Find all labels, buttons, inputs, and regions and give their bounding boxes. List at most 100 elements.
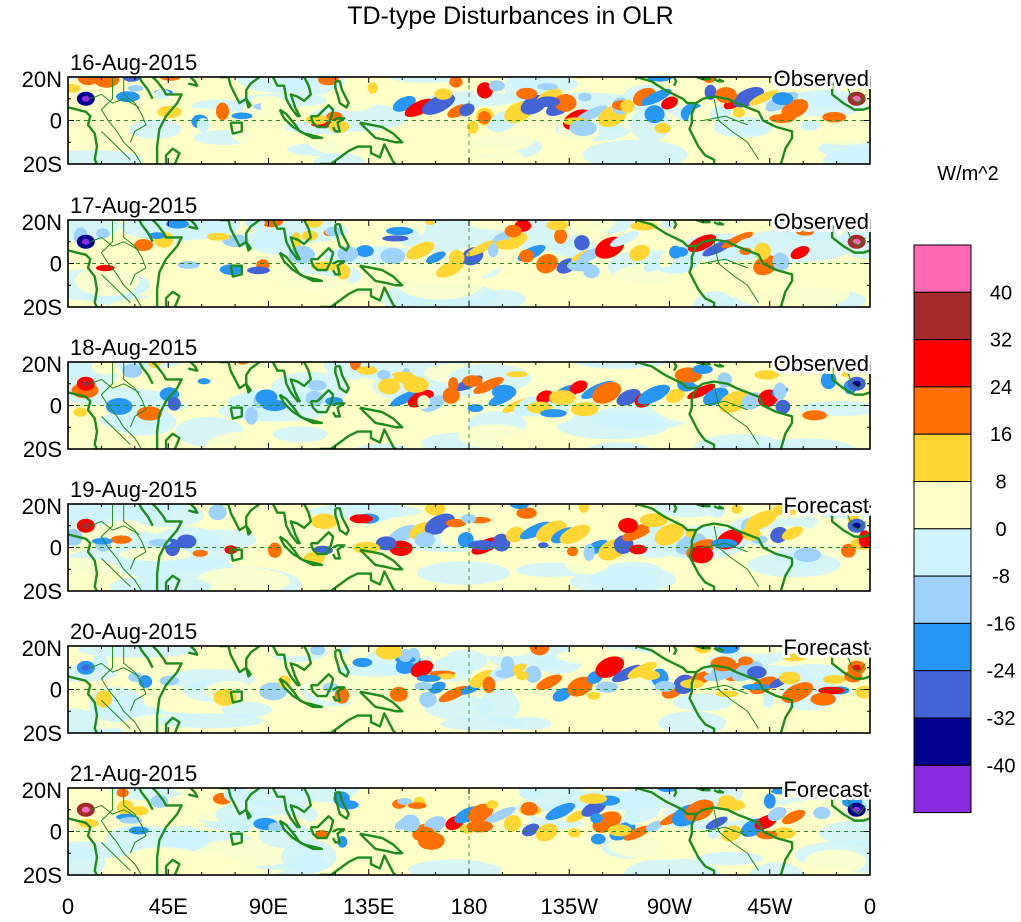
anomaly-cell	[150, 795, 169, 808]
anomaly-cell	[268, 542, 282, 558]
country-border	[123, 788, 147, 854]
coastline	[319, 428, 397, 449]
anomaly-cell	[367, 82, 378, 94]
panel-date: 20-Aug-2015	[70, 619, 197, 644]
anomaly-blob	[657, 77, 708, 103]
anomaly-cell	[488, 80, 505, 92]
wave-anomaly	[749, 90, 778, 106]
country-border	[101, 274, 131, 304]
anomaly-cell	[782, 653, 807, 662]
coastline	[830, 220, 870, 254]
anomaly-cell	[537, 542, 549, 549]
coastline	[229, 406, 243, 420]
coastline	[138, 504, 154, 527]
wave-anomaly	[781, 526, 803, 541]
coastline	[332, 117, 346, 133]
anomaly-cell	[468, 540, 496, 551]
lat-label: 20N	[22, 778, 62, 803]
anomaly-cell	[587, 691, 601, 700]
coastline	[830, 362, 870, 396]
anomaly-cell	[247, 266, 270, 275]
anomaly-cell	[516, 671, 529, 681]
anomaly-blob	[818, 819, 870, 847]
anomaly-cell	[518, 788, 544, 800]
anomaly-cell	[375, 536, 397, 551]
coastline	[309, 673, 335, 698]
anomaly-blob	[478, 688, 520, 724]
coastline	[672, 504, 678, 514]
lat-label: 20S	[23, 437, 62, 462]
anomaly-blob	[753, 77, 870, 85]
coastline	[672, 646, 678, 656]
coastline	[271, 646, 313, 687]
coastline	[635, 646, 697, 674]
wave-anomaly	[627, 661, 657, 679]
lat-label: 20N	[22, 494, 62, 519]
anomaly-cell	[449, 77, 463, 88]
anomaly-cell	[425, 504, 446, 516]
wave-anomaly	[772, 252, 790, 271]
anomaly-cell	[128, 672, 143, 682]
anomaly-blob	[458, 424, 531, 449]
anomaly-cell	[352, 657, 373, 668]
coastline	[271, 77, 313, 118]
anomaly-cell	[382, 235, 409, 242]
coastline	[164, 574, 181, 591]
country-border	[100, 646, 142, 733]
country-border	[100, 504, 142, 591]
anomaly-cell	[620, 99, 635, 113]
anomaly-cell	[674, 247, 689, 257]
lon-label: 90E	[249, 894, 288, 919]
colorbar-tick-label: 24	[990, 377, 1012, 399]
coastline	[319, 712, 397, 733]
anomaly-cell	[714, 646, 740, 654]
anomaly-cell	[772, 92, 794, 106]
coastline	[303, 559, 324, 567]
anomaly-cell	[590, 813, 603, 824]
anomaly-cell	[197, 378, 211, 385]
lat-label: 20S	[23, 152, 62, 177]
wave-anomaly	[567, 676, 593, 697]
coastline	[332, 544, 346, 560]
anomaly-core	[852, 664, 861, 671]
anomaly-cell	[392, 371, 414, 378]
coastline	[188, 77, 199, 87]
anomaly-cell	[772, 827, 796, 840]
anomaly-core	[852, 522, 861, 529]
coastline	[332, 402, 346, 418]
coastline	[164, 716, 181, 733]
lat-label: 0	[50, 252, 62, 277]
map-panel-6: 20N 0 20S 21-Aug-2015 Forecast	[22, 761, 872, 888]
olr-anomaly-field	[68, 646, 870, 733]
colorbar-box	[913, 764, 972, 814]
wave-anomaly	[536, 674, 562, 691]
anomaly-cell	[629, 544, 647, 555]
anomaly-blob	[500, 439, 600, 449]
anomaly-blob	[756, 438, 858, 449]
anomaly-blob	[544, 504, 603, 515]
colorbar-box	[913, 339, 972, 388]
anomaly-cell	[309, 646, 326, 656]
anomaly-cell	[148, 232, 166, 239]
lat-label: 0	[50, 536, 62, 561]
colorbar-box	[913, 291, 972, 341]
anomaly-blob	[734, 277, 850, 307]
anomaly-cell	[595, 681, 619, 693]
lon-label: 0	[864, 894, 876, 919]
anomaly-cell	[255, 389, 278, 406]
anomaly-cell	[703, 673, 725, 682]
lon-label: 45W	[747, 894, 792, 919]
wave-anomaly	[536, 253, 558, 274]
anomaly-blob	[68, 103, 134, 128]
anomaly-cell	[660, 220, 674, 229]
wave-anomaly	[637, 384, 670, 405]
wave-anomaly	[442, 387, 460, 404]
coastline	[635, 77, 697, 105]
country-border	[847, 656, 866, 673]
coastline	[359, 548, 404, 571]
wave-anomaly	[566, 810, 587, 823]
coastline	[713, 505, 725, 510]
coastline	[688, 102, 716, 164]
coastline	[319, 570, 397, 591]
